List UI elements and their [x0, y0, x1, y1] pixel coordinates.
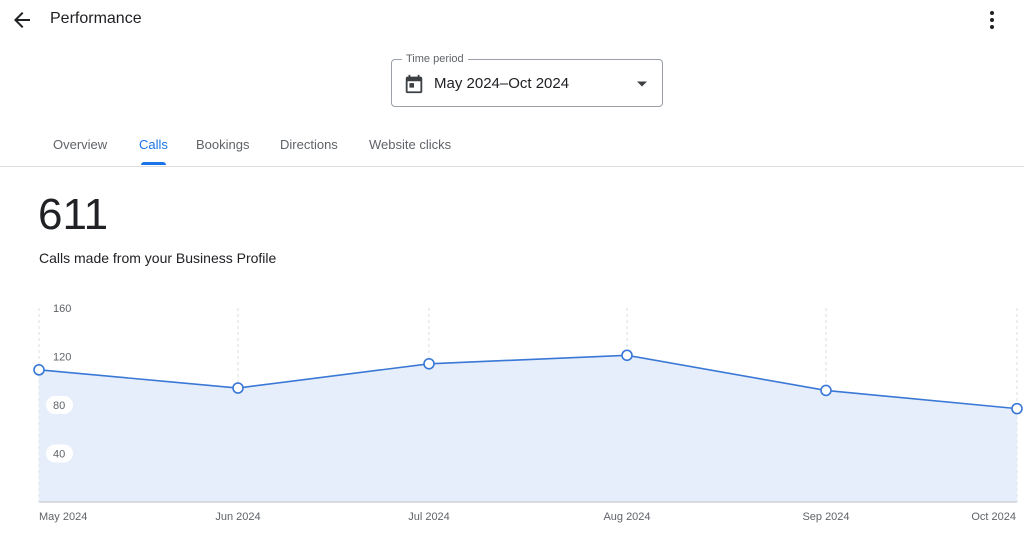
- data-point: [423, 357, 435, 370]
- active-tab-indicator: [141, 162, 166, 165]
- x-tick-label: Jul 2024: [408, 511, 450, 523]
- tab-bookings[interactable]: Bookings: [196, 137, 250, 152]
- x-tick-label: May 2024: [39, 511, 87, 523]
- data-point: [1011, 402, 1023, 415]
- tab-calls[interactable]: Calls: [139, 137, 168, 152]
- y-tick-label-bg: [46, 396, 73, 414]
- arrow-back-icon[interactable]: [10, 8, 34, 32]
- x-tick-label: Aug 2024: [603, 511, 650, 523]
- data-point: [621, 349, 633, 362]
- time-period-label: Time period: [402, 53, 468, 65]
- time-period-value: May 2024–Oct 2024: [434, 75, 570, 92]
- y-tick-label: 40: [53, 449, 65, 461]
- y-tick-label: 160: [53, 303, 71, 315]
- y-tick-label-bg: [46, 444, 73, 463]
- tab-website-clicks[interactable]: Website clicks: [369, 137, 452, 152]
- calls-chart: 160 120 80 40 May 2024 Jun 2024 Jul 2024 Aug 20…: [33, 303, 1023, 523]
- data-point: [33, 364, 45, 376]
- dropdown-arrow-icon: [637, 81, 647, 87]
- tab-bar: Overview Calls Bookings Directions Websi…: [0, 128, 1024, 167]
- data-point: [820, 384, 832, 397]
- x-tick-label: Jun 2024: [215, 511, 260, 523]
- series-area: [39, 355, 1017, 502]
- more-vert-icon[interactable]: [980, 8, 1004, 32]
- app-bar: Performance: [0, 0, 1024, 40]
- calls-total: 611: [38, 190, 109, 239]
- time-period-select[interactable]: Time period May 2024–Oct 2024: [391, 53, 663, 107]
- x-tick-label: Sep 2024: [802, 511, 849, 523]
- data-point: [232, 382, 244, 394]
- tab-overview[interactable]: Overview: [53, 137, 108, 152]
- calendar-icon: [405, 74, 423, 94]
- calls-caption: Calls made from your Business Profile: [39, 250, 277, 266]
- y-tick-label: 120: [53, 352, 71, 364]
- page-title: Performance: [50, 10, 142, 27]
- y-tick-label: 80: [53, 400, 65, 412]
- series-line: [38, 354, 1018, 410]
- tab-directions[interactable]: Directions: [280, 137, 338, 152]
- x-tick-label: Oct 2024: [971, 511, 1016, 523]
